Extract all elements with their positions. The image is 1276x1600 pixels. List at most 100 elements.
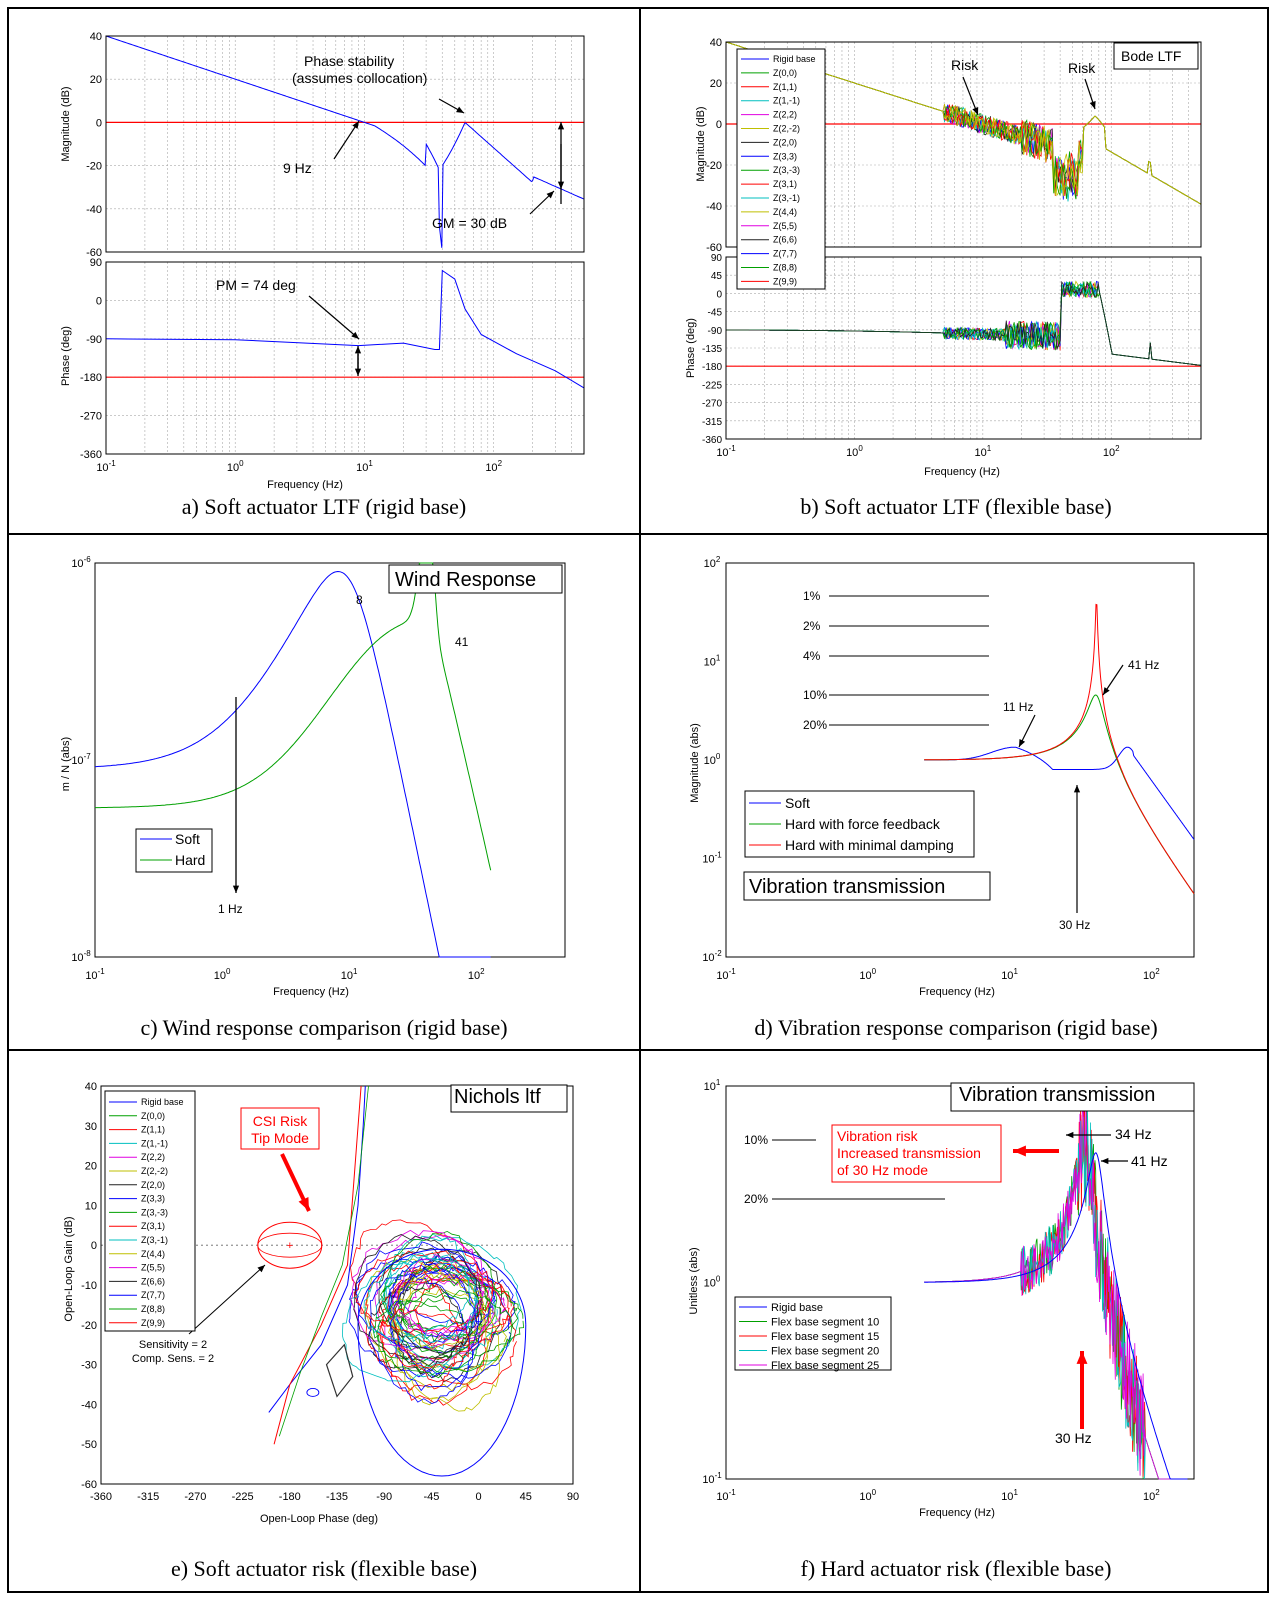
panel-e-loop-44 [363, 1252, 471, 1343]
panel-d-ytick-3: 10-1 [702, 851, 722, 866]
panel-d-xtick-2: 101 [1001, 967, 1018, 982]
panel-a-phase-ytick-0: 90 [90, 257, 102, 269]
panel-b-phase-series-1 [726, 280, 1202, 366]
annot-30hz-arrow-f-head [1076, 1351, 1088, 1364]
panel-c-xtick-1: 100 [214, 967, 231, 982]
panel-b-legend-item-12: Z(5,5) [773, 221, 797, 231]
panel-a-mag-curve [105, 35, 585, 248]
annot-41hz-arrow-f-head [1101, 1157, 1109, 1165]
panel-e-loop-37 [382, 1256, 479, 1343]
panel-b-phase-ytick-2: 0 [716, 289, 722, 300]
panel-b-xtick-3: 102 [1103, 444, 1120, 459]
panel-e-xtick-5: -135 [326, 1491, 348, 1503]
panel-e-legend-item-2: Z(1,1) [141, 1125, 165, 1135]
panel-e-chart: 40 30 20 10 0 -10 -20 -30 -40 -50 -60-360 -315 -270 -… [63, 1081, 579, 1525]
panel-e-small-loop [306, 1388, 320, 1397]
panel-b-phase-ytick-3: -45 [708, 308, 723, 319]
annot-9hz-arrow [333, 120, 360, 160]
panel-a-xtick-2: 101 [356, 459, 373, 474]
panel-e-ytick-7: -30 [81, 1360, 97, 1372]
annot-phase-arrow-head [456, 106, 464, 113]
panel-e-legend-item-5: Z(2,-2) [141, 1166, 168, 1176]
annot-1hz-arrow-head [232, 885, 240, 893]
panel-e-xtick-0: -360 [90, 1491, 112, 1503]
panel-d-damping-label-4: 20% [803, 718, 827, 732]
panel-d-legend-item-0: Soft [785, 795, 810, 811]
panel-c-xlabel: Frequency (Hz) [273, 986, 349, 998]
panel-b-phase-series-0 [726, 280, 1202, 366]
panel-c-chart: 10-6 10-7 10-8 10-1 100 101 102 Soft Hard 8 41 1… [60, 555, 566, 998]
panel-b-phase-series-3 [726, 282, 1202, 366]
panel-b-phase-ytick-6: -180 [702, 362, 722, 373]
panel-e-legend-item-6: Z(2,0) [141, 1180, 165, 1190]
panel-f-legend-item-4: Flex base segment 25 [771, 1360, 879, 1372]
panel-a-mag-ytick-2: 0 [96, 117, 102, 129]
panel-f-xtick-3: 102 [1143, 1488, 1160, 1503]
panel-e-legend-item-7: Z(3,3) [141, 1194, 165, 1204]
annot-30hz-arrow-head [1073, 785, 1081, 793]
figure-grid: 40 20 0 -20 -40 -60 90 0 -90 -180 -270 -360 10-1 100 1… [7, 7, 1269, 1593]
panel-b-phase-frame [725, 256, 1202, 440]
panel-d-damping-label-2: 4% [803, 649, 821, 663]
panel-f-ytick-2: 10-1 [702, 1471, 722, 1486]
panel-b-phase-ytick-9: -315 [702, 417, 722, 428]
panel-b-legend-item-7: Z(3,3) [773, 151, 797, 161]
panel-a-phase-ytick-1: 0 [96, 295, 102, 307]
annot-sensitivity: Sensitivity = 2 [139, 1339, 207, 1351]
panel-f-xlabel: Frequency (Hz) [919, 1507, 995, 1519]
panel-d-ytick-4: 10-2 [702, 949, 722, 964]
annot-pm-up-head [354, 346, 362, 354]
panel-d: 102 101 100 10-1 10-2 10-1 100 101 102 1% 2% 4% 10% 2… [641, 535, 1271, 1049]
panel-e-xtick-3: -225 [232, 1491, 254, 1503]
panel-c-ytick-1: 10-7 [71, 752, 91, 767]
panel-b-phase-ytick-10: -360 [702, 435, 722, 446]
panel-f-xtick-0: 10-1 [716, 1488, 736, 1503]
panel-e-legend-item-11: Z(4,4) [141, 1249, 165, 1259]
panel-e-xtick-7: -45 [423, 1491, 439, 1503]
panel-f-ytick-1: 100 [704, 1275, 721, 1290]
panel-d-xtick-0: 10-1 [716, 967, 736, 982]
panel-b-caption: b) Soft actuator LTF (flexible base) [800, 494, 1112, 519]
panel-d-ytick-2: 100 [704, 752, 721, 767]
annot-comp-sens: Comp. Sens. = 2 [132, 1353, 214, 1365]
panel-d-xtick-1: 100 [859, 967, 876, 982]
annot-gm: GM = 30 dB [432, 215, 507, 231]
panel-e-legend-item-12: Z(5,5) [141, 1263, 165, 1273]
panel-d-series-soft [924, 746, 1195, 840]
panel-e-xlabel: Open-Loop Phase (deg) [260, 1513, 378, 1525]
panel-f-legend-item-1: Flex base segment 10 [771, 1317, 879, 1329]
panel-d-title: Vibration transmission [749, 876, 945, 898]
annot-risk-1-arrow-head [972, 107, 979, 115]
panel-c-title-box [388, 564, 563, 594]
panel-b-phase-series-2 [726, 282, 1202, 366]
panel-c-xtick-2: 101 [341, 967, 358, 982]
grid-divider-vertical [639, 9, 641, 1591]
panel-b-phase-series-5 [726, 281, 1202, 366]
panel-e-xtick-2: -270 [184, 1491, 206, 1503]
annot-phase-stability: Phase stability [304, 53, 394, 69]
panel-b-phase-series-4 [726, 280, 1202, 366]
panel-e-xtick-10: 90 [567, 1491, 579, 1503]
panel-d-caption: d) Vibration response comparison (rigid … [754, 1015, 1158, 1040]
annot-pm-down-head [354, 368, 362, 376]
annot-11hz-arrow-head [1019, 739, 1026, 747]
annot-gm-pointer-head [546, 191, 554, 199]
panel-e-rigid-loop [357, 1248, 527, 1477]
panel-f-caption: f) Hard actuator risk (flexible base) [800, 1556, 1112, 1581]
panel-e-xtick-1: -315 [137, 1491, 159, 1503]
annot-peak-soft: 8 [356, 593, 363, 607]
panel-e-legend-item-9: Z(3,1) [141, 1221, 165, 1231]
panel-b-legend-item-0: Rigid base [773, 54, 816, 64]
annot-gm-arrow-up-head [557, 122, 565, 130]
panel-d-chart: 102 101 100 10-1 10-2 10-1 100 101 102 1% 2% 4% 10% 2… [689, 555, 1195, 998]
panel-e-loop-18 [401, 1278, 525, 1359]
panel-e-title-box [450, 1084, 568, 1113]
annot-34hz: 34 Hz [1115, 1126, 1152, 1142]
panel-c-ytick-0: 10-6 [71, 555, 91, 570]
panel-c-ytick-2: 10-8 [71, 949, 91, 964]
annot-pm-arrow-head [351, 331, 359, 339]
panel-b-mag-ytick-2: 0 [716, 119, 722, 131]
panel-a-xlabel: Frequency (Hz) [267, 479, 343, 491]
panel-b-xtick-0: 10-1 [716, 444, 736, 459]
panel-a-xtick-3: 102 [485, 459, 502, 474]
